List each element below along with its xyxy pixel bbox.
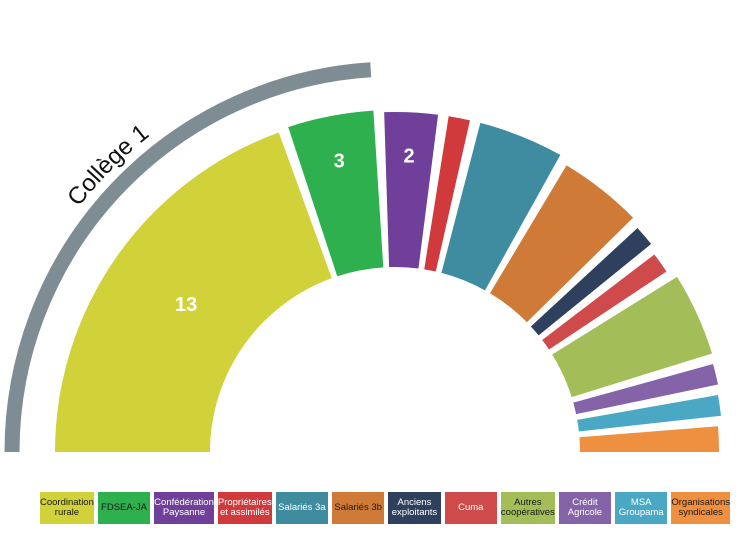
legend-item-organisations-syndicales: Organisations syndicales [671,492,730,524]
legend-item-fdsea-ja: FDSEA-JA [97,492,151,524]
segment-msa-groupama [577,394,721,432]
segment-value-label: 2 [403,146,414,168]
segment-anciens-exploitants [530,228,652,336]
segment-salari-s-3a [441,122,561,291]
segments-group [55,110,721,452]
legend-item-propri-taires-et-assimil-s: Propriétaires et assimilés [217,492,272,524]
segment-cr-dit-agricole [573,364,719,415]
segment-value-label: 3 [334,151,345,173]
legend-item-conf-d-ration-paysanne: Confédération Paysanne [154,492,214,524]
legend-item-msa-groupama: MSA Groupama [615,492,668,524]
legend-item-salari-s-3a: Salariés 3a [275,492,329,524]
segment-organisations-syndicales [579,426,719,452]
segment-propri-taires-et-assimil-s [424,116,470,272]
segment-cuma [542,254,667,350]
legend-item-cr-dit-agricole: Crédit Agricole [558,492,612,524]
segment-salari-s-3b [490,165,634,323]
segment-conf-d-ration-paysanne [384,111,439,269]
legend-item-cuma: Cuma [444,492,497,524]
legend-item-autres-coop-ratives: Autres coopératives [500,492,555,524]
segment-fdsea-ja [288,110,384,277]
segment-coordination-rurale [55,132,332,452]
legend-item-salari-s-3b: Salariés 3b [332,492,385,524]
segment-value-label: 13 [175,294,197,316]
legend: Coordination rurale FDSEA-JA Confédération… [40,492,730,524]
segment-labels-group: 13 3 2 [175,146,415,316]
legend-item-coordination-rurale: Coordination rurale [40,492,94,524]
segment-autres-coop-ratives [552,276,713,398]
college-1-arc [4,62,372,453]
legend-item-anciens-exploitants: Anciens exploitants [388,492,441,524]
